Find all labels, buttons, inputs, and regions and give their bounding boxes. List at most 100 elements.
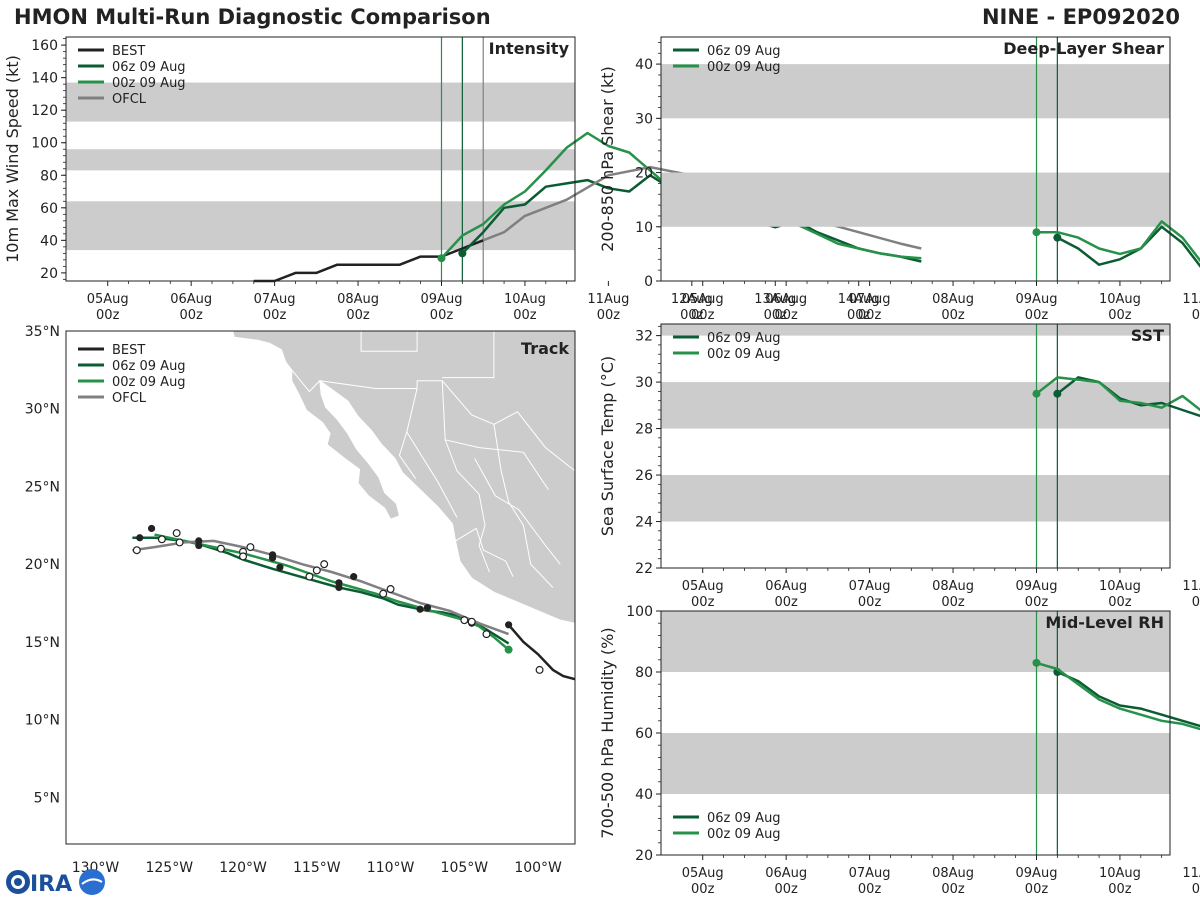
x-tick-label-day-sst: 11Aug: [1182, 579, 1200, 594]
x-tick-label-day-sst: 06Aug: [765, 579, 807, 594]
lon-tick-label: 120°W: [219, 860, 267, 876]
lat-tick-label: 30°N: [25, 402, 60, 418]
track-marker-12z-2: [172, 529, 181, 538]
legend-label-track: BEST: [112, 343, 145, 358]
legend-label-intensity: OFCL: [112, 92, 147, 107]
track-marker-12z-2: [246, 543, 255, 552]
y-tick-label-shear: 20: [635, 166, 653, 182]
y-tick-label-intensity: 20: [40, 266, 58, 282]
chart-sst: 22242628303205Aug00z06Aug00z07Aug00z08Au…: [598, 323, 1200, 610]
band-rh-1: [661, 611, 1170, 672]
x-tick-label-day-sst: 10Aug: [1099, 579, 1141, 594]
x-tick-label-hour-sst: 00z: [691, 595, 715, 610]
band-intensity-2: [66, 82, 575, 122]
x-tick-label-day-rh: 09Aug: [1016, 866, 1058, 881]
us-state-border-1: [442, 331, 495, 379]
x-tick-label-day-sst: 09Aug: [1016, 579, 1058, 594]
y-tick-label-intensity: 140: [31, 71, 58, 87]
y-axis-label-shear: 200-850 hPa Shear (kt): [598, 66, 617, 252]
x-tick-label-hour-rh: 00z: [941, 882, 965, 897]
state-border-4: [455, 527, 514, 577]
legend-label-intensity: BEST: [112, 44, 145, 59]
panel-title-track: Track: [521, 339, 569, 358]
x-tick-label-hour-intensity: 00z: [263, 308, 287, 323]
x-tick-label-day-intensity: 13Aug: [754, 292, 796, 307]
track-marker-00z-1: [268, 551, 277, 559]
x-tick-label-day-shear: 11Aug: [1182, 292, 1200, 307]
legend-label-track: OFCL: [112, 391, 147, 406]
state-border-7: [406, 431, 458, 518]
legend-label-intensity: 00z 09 Aug: [112, 76, 186, 91]
panel-title-sst: SST: [1131, 326, 1164, 345]
series-start-marker-intensity-2: [437, 254, 446, 263]
track-marker-12z-2: [312, 566, 321, 575]
lat-tick-label: 35°N: [25, 324, 60, 340]
x-tick-label-day-intensity: 05Aug: [87, 292, 129, 307]
x-tick-label-hour-rh: 00z: [858, 882, 882, 897]
x-tick-label-day-shear: 07Aug: [849, 292, 891, 307]
y-tick-label-shear: 0: [644, 274, 653, 290]
panel-title-intensity: Intensity: [489, 39, 570, 58]
x-tick-label-hour-shear: 00z: [774, 308, 798, 323]
y-tick-label-sst: 22: [635, 561, 653, 577]
chart-track: 130°W 125°W 120°W 115°W 110°W 105°W 100°W 5°N 10…: [25, 324, 576, 876]
y-tick-label-shear: 30: [635, 111, 653, 127]
series-line-rh-1: [1036, 661, 1200, 731]
legend-label-sst: 06z 09 Aug: [707, 331, 781, 346]
lon-tick-label: 100°W: [514, 860, 562, 876]
legend-label-track: 00z 09 Aug: [112, 375, 186, 390]
x-tick-label-hour-shear: 00z: [691, 308, 715, 323]
x-tick-label-hour-shear: 00z: [941, 308, 965, 323]
lat-tick-label: 20°N: [25, 557, 60, 573]
state-border-1: [398, 388, 418, 479]
x-tick-label-day-intensity: 11Aug: [587, 292, 629, 307]
x-tick-label-day-rh: 06Aug: [765, 866, 807, 881]
x-tick-label-hour-intensity: 00z: [680, 308, 704, 323]
legend-label-shear: 06z 09 Aug: [707, 44, 781, 59]
x-tick-label-hour-shear: 00z: [858, 308, 882, 323]
x-tick-label-hour-intensity: 00z: [513, 308, 537, 323]
x-tick-label-day-shear: 08Aug: [932, 292, 974, 307]
y-tick-label-rh: 40: [635, 787, 653, 803]
figure-title-right: NINE - EP092020: [981, 5, 1180, 29]
x-tick-label-day-intensity: 14Aug: [838, 292, 880, 307]
x-tick-label-day-rh: 07Aug: [849, 866, 891, 881]
lat-tick-label: 10°N: [25, 713, 60, 729]
y-tick-label-intensity: 160: [31, 38, 58, 54]
x-tick-label-hour-intensity: 00z: [764, 308, 788, 323]
x-tick-label-hour-rh: 00z: [1108, 882, 1132, 897]
x-tick-label-hour-sst: 00z: [1025, 595, 1049, 610]
series-start-marker-shear-0: [1053, 233, 1062, 242]
y-tick-label-intensity: 80: [40, 168, 58, 184]
x-tick-label-day-intensity: 07Aug: [254, 292, 296, 307]
band-sst-1: [661, 382, 1170, 429]
legend-label-track: 06z 09 Aug: [112, 359, 186, 374]
panel-title-shear: Deep-Layer Shear: [1003, 39, 1164, 58]
y-axis-label-intensity: 10m Max Wind Speed (kt): [3, 55, 22, 263]
lat-tick-label: 5°N: [34, 790, 60, 806]
land-mainland: [232, 330, 576, 624]
x-tick-label-day-shear: 10Aug: [1099, 292, 1141, 307]
track-marker-12z-3: [132, 546, 141, 555]
x-tick-label-day-sst: 05Aug: [682, 579, 724, 594]
x-tick-label-hour-intensity: 00z: [96, 308, 120, 323]
us-state-border-0: [360, 331, 418, 352]
panel-title-rh: Mid-Level RH: [1045, 613, 1164, 632]
track-marker-12z-0: [535, 665, 544, 674]
band-rh-0: [661, 733, 1170, 794]
x-tick-label-day-sst: 08Aug: [932, 579, 974, 594]
x-tick-label-day-shear: 06Aug: [765, 292, 807, 307]
x-tick-label-day-rh: 10Aug: [1099, 866, 1141, 881]
track-marker-12z-3: [175, 538, 184, 547]
track-line-3: [132, 539, 510, 636]
y-tick-label-rh: 60: [635, 726, 653, 742]
track-start-marker-1: [504, 645, 513, 654]
band-sst-2: [661, 324, 1170, 336]
track-marker-12z-3: [305, 572, 314, 581]
y-tick-label-sst: 24: [635, 515, 653, 531]
chart-intensity: 2040608010012014016005Aug00z06Aug00z07Au…: [3, 36, 922, 323]
track-marker-12z-3: [239, 552, 248, 561]
x-tick-label-hour-sst: 00z: [941, 595, 965, 610]
track-marker-00z-1: [335, 579, 343, 587]
x-tick-label-hour-shear: 00z: [1025, 308, 1049, 323]
